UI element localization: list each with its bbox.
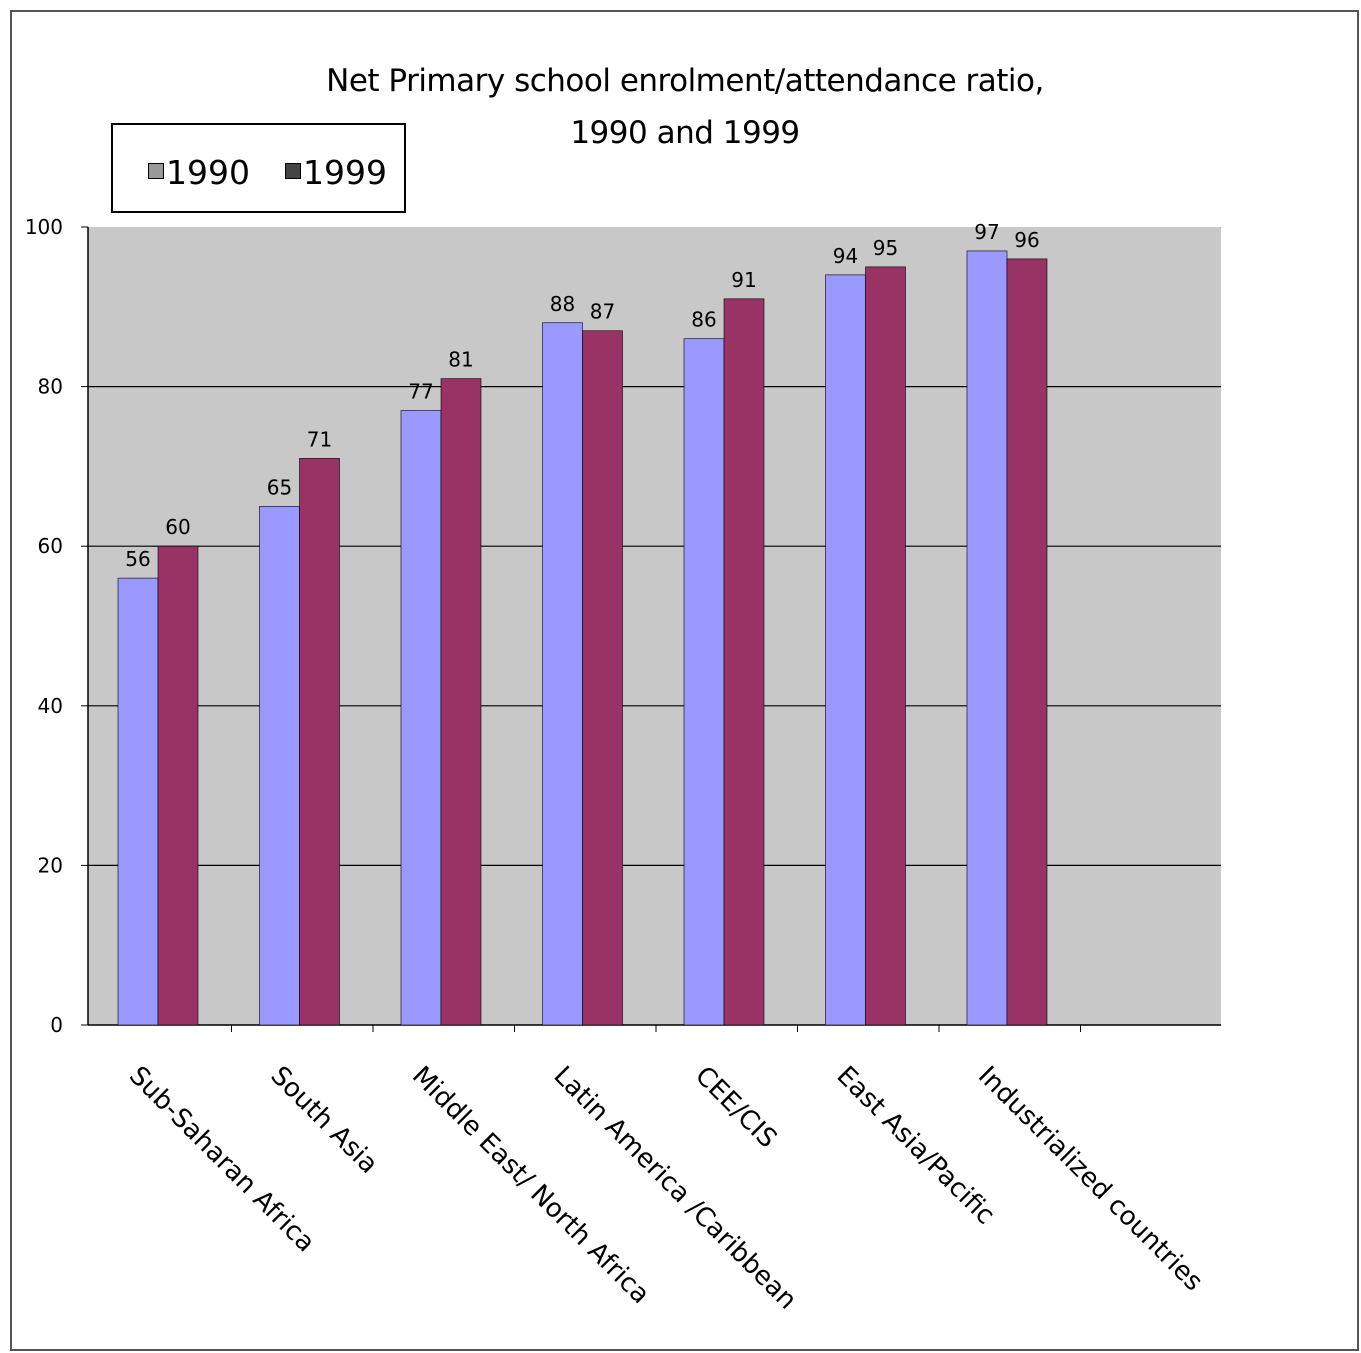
chart-title-line: Net Primary school enrolment/attendance … [326, 63, 1044, 99]
y-tick-label: 40 [38, 694, 63, 718]
legend-item-1990: 1990 [148, 155, 250, 191]
data-label-1999: 71 [307, 427, 332, 451]
bar-1990 [117, 577, 159, 1026]
bar-1990 [259, 505, 300, 1026]
data-label-1999: 87 [590, 300, 615, 324]
category-label: South Asia [265, 1061, 384, 1180]
legend: 1990 1999 [111, 123, 406, 213]
data-label-1999: 96 [1014, 228, 1039, 252]
bar-1990 [683, 338, 725, 1026]
legend-swatch-1999 [285, 163, 301, 179]
data-label-1990: 86 [691, 308, 716, 332]
chart-title: Net Primary school enrolment/attendance … [200, 55, 1170, 159]
category-label: East Asia/Pacific [831, 1061, 1001, 1231]
y-tick-label: 60 [38, 534, 63, 558]
category-label: CEE/CIS [689, 1061, 782, 1154]
legend-item-1999: 1999 [285, 155, 387, 191]
data-label-1990: 88 [550, 292, 575, 316]
legend-label-1990: 1990 [166, 153, 250, 192]
bar-1999 [299, 458, 340, 1026]
legend-label-1999: 1999 [303, 153, 387, 192]
data-label-1999: 60 [165, 515, 190, 539]
bar-1999 [440, 378, 482, 1026]
bar-1999 [865, 266, 906, 1026]
data-label-1999: 95 [873, 236, 898, 260]
y-tick-label: 20 [38, 853, 63, 877]
data-label-1999: 91 [731, 268, 756, 292]
category-label: Middle East/ North Africa [406, 1061, 655, 1310]
y-tick-label: 80 [38, 375, 63, 399]
data-label-1990: 77 [408, 380, 433, 404]
chart-subtitle: 1990 and 1999 [570, 115, 800, 151]
data-label-1990: 97 [974, 220, 999, 244]
bar-1990 [966, 250, 1008, 1026]
bar-1990 [825, 274, 866, 1026]
y-tick-label: 0 [50, 1013, 63, 1037]
data-label-1999: 81 [448, 348, 473, 372]
bar-1999 [582, 330, 623, 1026]
category-label: Industrialized countries [972, 1061, 1208, 1297]
bar-1999 [157, 545, 199, 1026]
legend-swatch-1990 [148, 163, 164, 179]
data-label-1990: 94 [833, 244, 858, 268]
plot-area [88, 227, 1221, 1025]
data-label-1990: 56 [125, 547, 150, 571]
y-tick-label: 100 [25, 215, 63, 239]
category-label: Latin America /Caribbean [548, 1061, 803, 1316]
bar-1990 [542, 322, 583, 1026]
bar-1999 [1006, 258, 1048, 1026]
data-label-1990: 65 [267, 475, 292, 499]
bar-1990 [400, 410, 442, 1026]
bar-1999 [723, 298, 765, 1026]
